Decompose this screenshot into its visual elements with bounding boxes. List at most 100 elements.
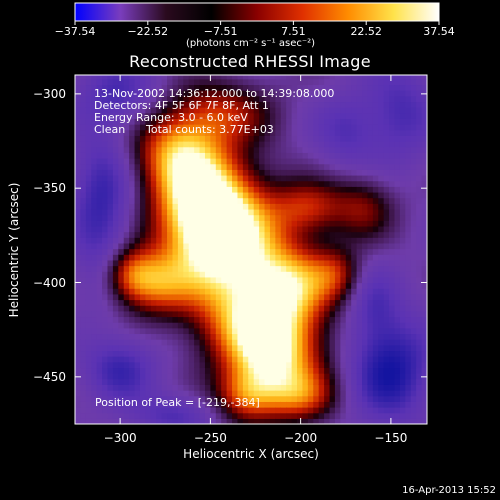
heatmap-cell	[280, 310, 287, 318]
heatmap-cell	[199, 203, 206, 210]
heatmap-cell	[226, 220, 233, 227]
heatmap-cell	[204, 361, 211, 369]
heatmap-cell	[161, 310, 168, 318]
heatmap-cell	[107, 107, 114, 114]
heatmap-cell	[188, 254, 195, 261]
heatmap-cell	[199, 282, 206, 289]
heatmap-cell	[150, 84, 157, 91]
heatmap-cell	[237, 407, 244, 414]
heatmap-cell	[264, 310, 271, 318]
heatmap-cell	[85, 248, 92, 255]
heatmap-cell	[134, 378, 141, 385]
heatmap-cell	[139, 118, 146, 125]
heatmap-cell	[237, 265, 244, 272]
heatmap-cell	[410, 191, 417, 199]
heatmap-cell	[172, 265, 179, 272]
heatmap-cell	[275, 293, 282, 301]
heatmap-cell	[378, 322, 385, 329]
heatmap-cell	[183, 163, 190, 170]
heatmap-cell	[112, 203, 119, 210]
heatmap-cell	[96, 169, 103, 176]
heatmap-cell	[362, 118, 369, 125]
heatmap-cell	[394, 361, 401, 369]
heatmap-cell	[307, 390, 314, 397]
heatmap-cell	[334, 231, 341, 238]
heatmap-cell	[123, 220, 130, 227]
heatmap-cell	[237, 90, 244, 97]
heatmap-cell	[75, 333, 82, 340]
heatmap-cell	[139, 225, 146, 233]
heatmap-cell	[102, 407, 109, 414]
heatmap-cell	[118, 112, 125, 119]
heatmap-cell	[237, 254, 244, 261]
heatmap-cell	[183, 225, 190, 233]
heatmap-cell	[226, 214, 233, 221]
heatmap-cell	[318, 299, 325, 306]
heatmap-cell	[188, 163, 195, 170]
heatmap-cell	[378, 124, 385, 131]
heatmap-cell	[177, 90, 184, 97]
heatmap-cell	[75, 118, 82, 125]
heatmap-cell	[188, 242, 195, 250]
heatmap-cell	[351, 124, 358, 131]
heatmap-cell	[232, 339, 239, 346]
heatmap-cell	[183, 141, 190, 148]
heatmap-cell	[410, 339, 417, 346]
heatmap-cell	[134, 276, 141, 284]
heatmap-cell	[345, 344, 352, 352]
heatmap-cell	[204, 305, 211, 312]
heatmap-cell	[297, 180, 304, 187]
heatmap-cell	[167, 361, 174, 369]
heatmap-cell	[362, 401, 369, 408]
heatmap-cell	[145, 78, 152, 86]
heatmap-cell	[226, 191, 233, 199]
heatmap-cell	[248, 203, 255, 210]
heatmap-cell	[394, 152, 401, 159]
heatmap-cell	[421, 214, 427, 221]
heatmap-cell	[378, 180, 385, 187]
heatmap-cell	[123, 169, 130, 176]
heatmap-cell	[232, 101, 239, 108]
heatmap-cell	[139, 248, 146, 255]
heatmap-cell	[75, 390, 82, 397]
heatmap-cell	[280, 90, 287, 97]
heatmap-cell	[118, 254, 125, 261]
heatmap-cell	[264, 220, 271, 227]
heatmap-cell	[372, 254, 379, 261]
heatmap-cell	[297, 84, 304, 91]
y-axis-ticks	[75, 93, 427, 378]
heatmap-cell	[313, 158, 320, 165]
heatmap-cell	[237, 344, 244, 352]
heatmap-cell	[297, 107, 304, 114]
heatmap-cell	[210, 418, 217, 424]
heatmap-cell	[226, 141, 233, 148]
heatmap-cell	[302, 84, 309, 91]
heatmap-cell	[269, 214, 276, 221]
heatmap-cell	[248, 135, 255, 142]
heatmap-cell	[372, 203, 379, 210]
heatmap-cell	[383, 367, 390, 374]
heatmap-cell	[324, 339, 331, 346]
heatmap-cell	[183, 384, 190, 391]
heatmap-cell	[134, 282, 141, 289]
heatmap-cell	[351, 242, 358, 250]
heatmap-cell	[221, 141, 228, 148]
heatmap-cell	[172, 169, 179, 176]
heatmap-cell	[167, 152, 174, 159]
heatmap-cell	[172, 220, 179, 227]
heatmap-cell	[329, 124, 336, 131]
heatmap-cell	[134, 316, 141, 323]
heatmap-cell	[367, 265, 374, 272]
heatmap-cell	[215, 129, 222, 136]
heatmap-cell	[259, 237, 266, 244]
heatmap-cell	[156, 367, 163, 374]
heatmap-cell	[242, 90, 249, 97]
heatmap-cell	[118, 208, 125, 216]
heatmap-cell	[91, 293, 98, 301]
heatmap-cell	[313, 412, 320, 419]
heatmap-cell	[275, 344, 282, 352]
heatmap-cell	[264, 322, 271, 329]
heatmap-cell	[416, 174, 423, 182]
heatmap-cell	[199, 107, 206, 114]
heatmap-cell	[383, 75, 390, 80]
